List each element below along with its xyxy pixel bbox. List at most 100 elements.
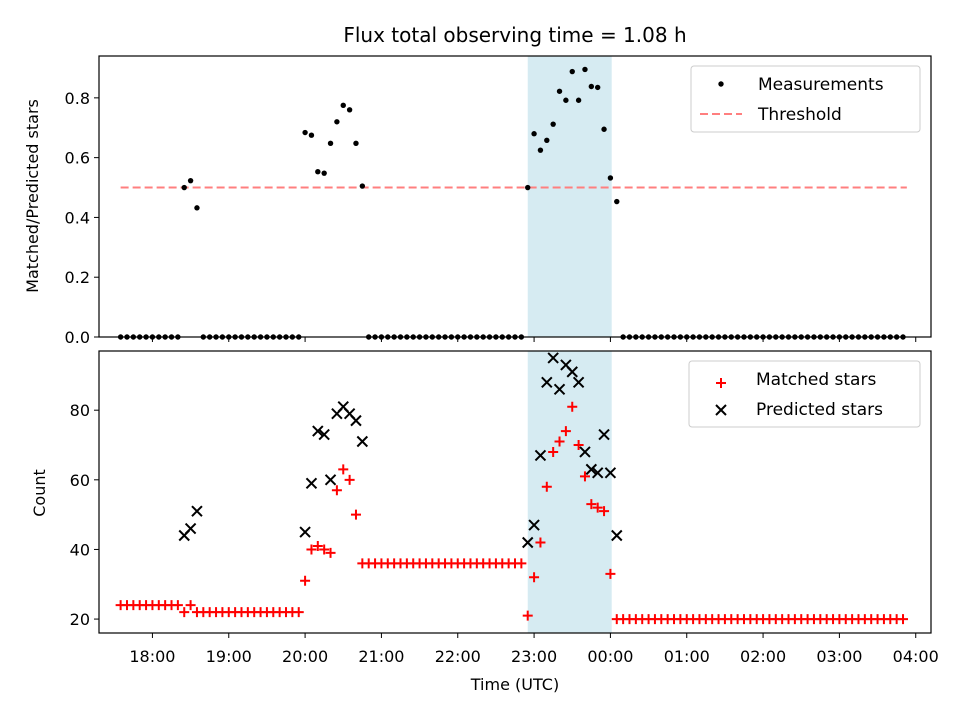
measurement-point (334, 119, 340, 125)
predicted-star-marker (350, 414, 362, 427)
predicted-star-marker (534, 449, 547, 462)
count-y-label: Count (30, 469, 49, 517)
matched-star-marker (185, 600, 196, 611)
matched-star-marker (331, 485, 342, 496)
measurement-point (302, 129, 308, 136)
predicted-star-marker (299, 526, 311, 538)
matched-star-marker (300, 575, 311, 586)
measurement-point (556, 88, 563, 94)
y-tick-label: 20 (70, 610, 90, 629)
measurement-point (308, 132, 315, 138)
measurement-point (346, 107, 353, 113)
measurement-point (359, 183, 366, 189)
predicted-star-marker (191, 505, 203, 517)
measurement-point (550, 121, 556, 127)
predicted-star-marker (356, 435, 369, 448)
x-tick-label: 03:00 (816, 647, 862, 666)
x-tick-label: 21:00 (358, 647, 404, 666)
y-tick-label: 0.6 (65, 149, 90, 168)
legend-matched-marker (716, 378, 726, 388)
ratio-panel-frame (98, 55, 932, 338)
measurement-point (575, 97, 582, 103)
matched-star-marker (599, 506, 610, 517)
legend-predicted-label: Predicted stars (756, 400, 883, 420)
measurement-point (531, 131, 537, 137)
count-y-ticks: 20 40 60 80 (70, 401, 99, 629)
predicted-star-marker (305, 477, 318, 490)
x-tick-label: 04:00 (893, 647, 939, 666)
predicted-star-marker (585, 463, 598, 476)
measurement-point (340, 102, 346, 109)
matched-star-marker (529, 572, 540, 583)
measurement-point (315, 168, 321, 175)
matched-star-marker (319, 544, 330, 555)
ratio-legend: Measurements Threshold (690, 65, 921, 133)
y-tick-label: 0.4 (65, 208, 90, 227)
matched-star-marker (592, 502, 603, 513)
matched-stars-points (115, 401, 909, 625)
legend-matched-label: Matched stars (756, 370, 876, 390)
predicted-star-marker (553, 383, 566, 396)
measurement-point (525, 184, 531, 191)
measurement-point (594, 84, 601, 91)
predicted-star-marker (579, 446, 591, 458)
y-tick-label: 0.0 (65, 328, 90, 347)
matched-star-marker (172, 600, 183, 611)
measurement-point (194, 205, 200, 211)
count-legend: Matched stars Predicted stars (688, 360, 921, 428)
count-x-ticks: 18:00 19:00 20:00 21:00 22:00 23:00 00:00 01:00… (129, 633, 939, 666)
predicted-star-marker (566, 366, 578, 378)
predicted-star-marker (547, 352, 559, 364)
count-legend-box (688, 360, 921, 428)
measurement-point (353, 140, 359, 146)
predicted-star-marker (598, 428, 610, 441)
measurement-point (588, 83, 595, 90)
x-tick-label: 22:00 (435, 647, 481, 666)
predicted-star-marker (528, 519, 540, 531)
predicted-star-marker (591, 467, 604, 479)
matched-star-marker (522, 610, 533, 621)
legend-threshold-label: Threshold (757, 105, 842, 125)
matched-star-marker (567, 401, 578, 412)
x-tick-label: 18:00 (129, 647, 175, 666)
measurement-point (544, 137, 550, 143)
predicted-star-marker (312, 425, 324, 437)
y-tick-label: 0.8 (65, 89, 90, 108)
count-panel: 20 40 60 80 18:00 19:00 20:00 21:00 22:00 23:00 0… (30, 350, 939, 694)
measurement-point (582, 66, 588, 73)
matched-star-marker (344, 474, 355, 485)
measurement-point (537, 147, 544, 153)
measurement-point (607, 175, 614, 181)
x-tick-label: 00:00 (587, 647, 633, 666)
matched-star-marker (586, 499, 597, 510)
y-tick-label: 60 (70, 471, 90, 490)
ratio-legend-box (690, 65, 921, 133)
ratio-y-label: Matched/Predicted stars (23, 99, 42, 293)
x-tick-label: 01:00 (664, 647, 710, 666)
matched-star-marker (535, 537, 546, 548)
measurement-points (117, 66, 906, 340)
measurement-point (187, 177, 194, 184)
predicted-star-marker (611, 529, 623, 542)
ratio-panel: 0.00.20.40.60.8 Matched/Predicted stars … (23, 55, 932, 347)
figure-title: Flux total observing time = 1.08 h (343, 23, 686, 47)
x-tick-label: 20:00 (282, 647, 328, 666)
measurement-point (614, 198, 620, 205)
x-tick-label: 19:00 (206, 647, 252, 666)
matched-star-marker (579, 471, 590, 482)
matched-star-marker (605, 568, 616, 579)
predicted-star-marker (184, 522, 197, 535)
x-tick-label: 02:00 (740, 647, 786, 666)
predicted-star-marker (318, 428, 330, 441)
measurement-point (321, 170, 327, 176)
measurement-point (601, 126, 607, 132)
ratio-y-ticks: 0.0 0.2 0.4 0.6 0.8 (65, 89, 99, 347)
measurement-point (569, 68, 575, 75)
matched-star-marker (306, 544, 317, 555)
legend-measurements-marker (718, 81, 724, 87)
ratio-x-ticks (151, 337, 917, 342)
measurement-point (327, 140, 334, 146)
matched-star-marker (516, 558, 527, 569)
y-tick-label: 40 (70, 540, 90, 559)
